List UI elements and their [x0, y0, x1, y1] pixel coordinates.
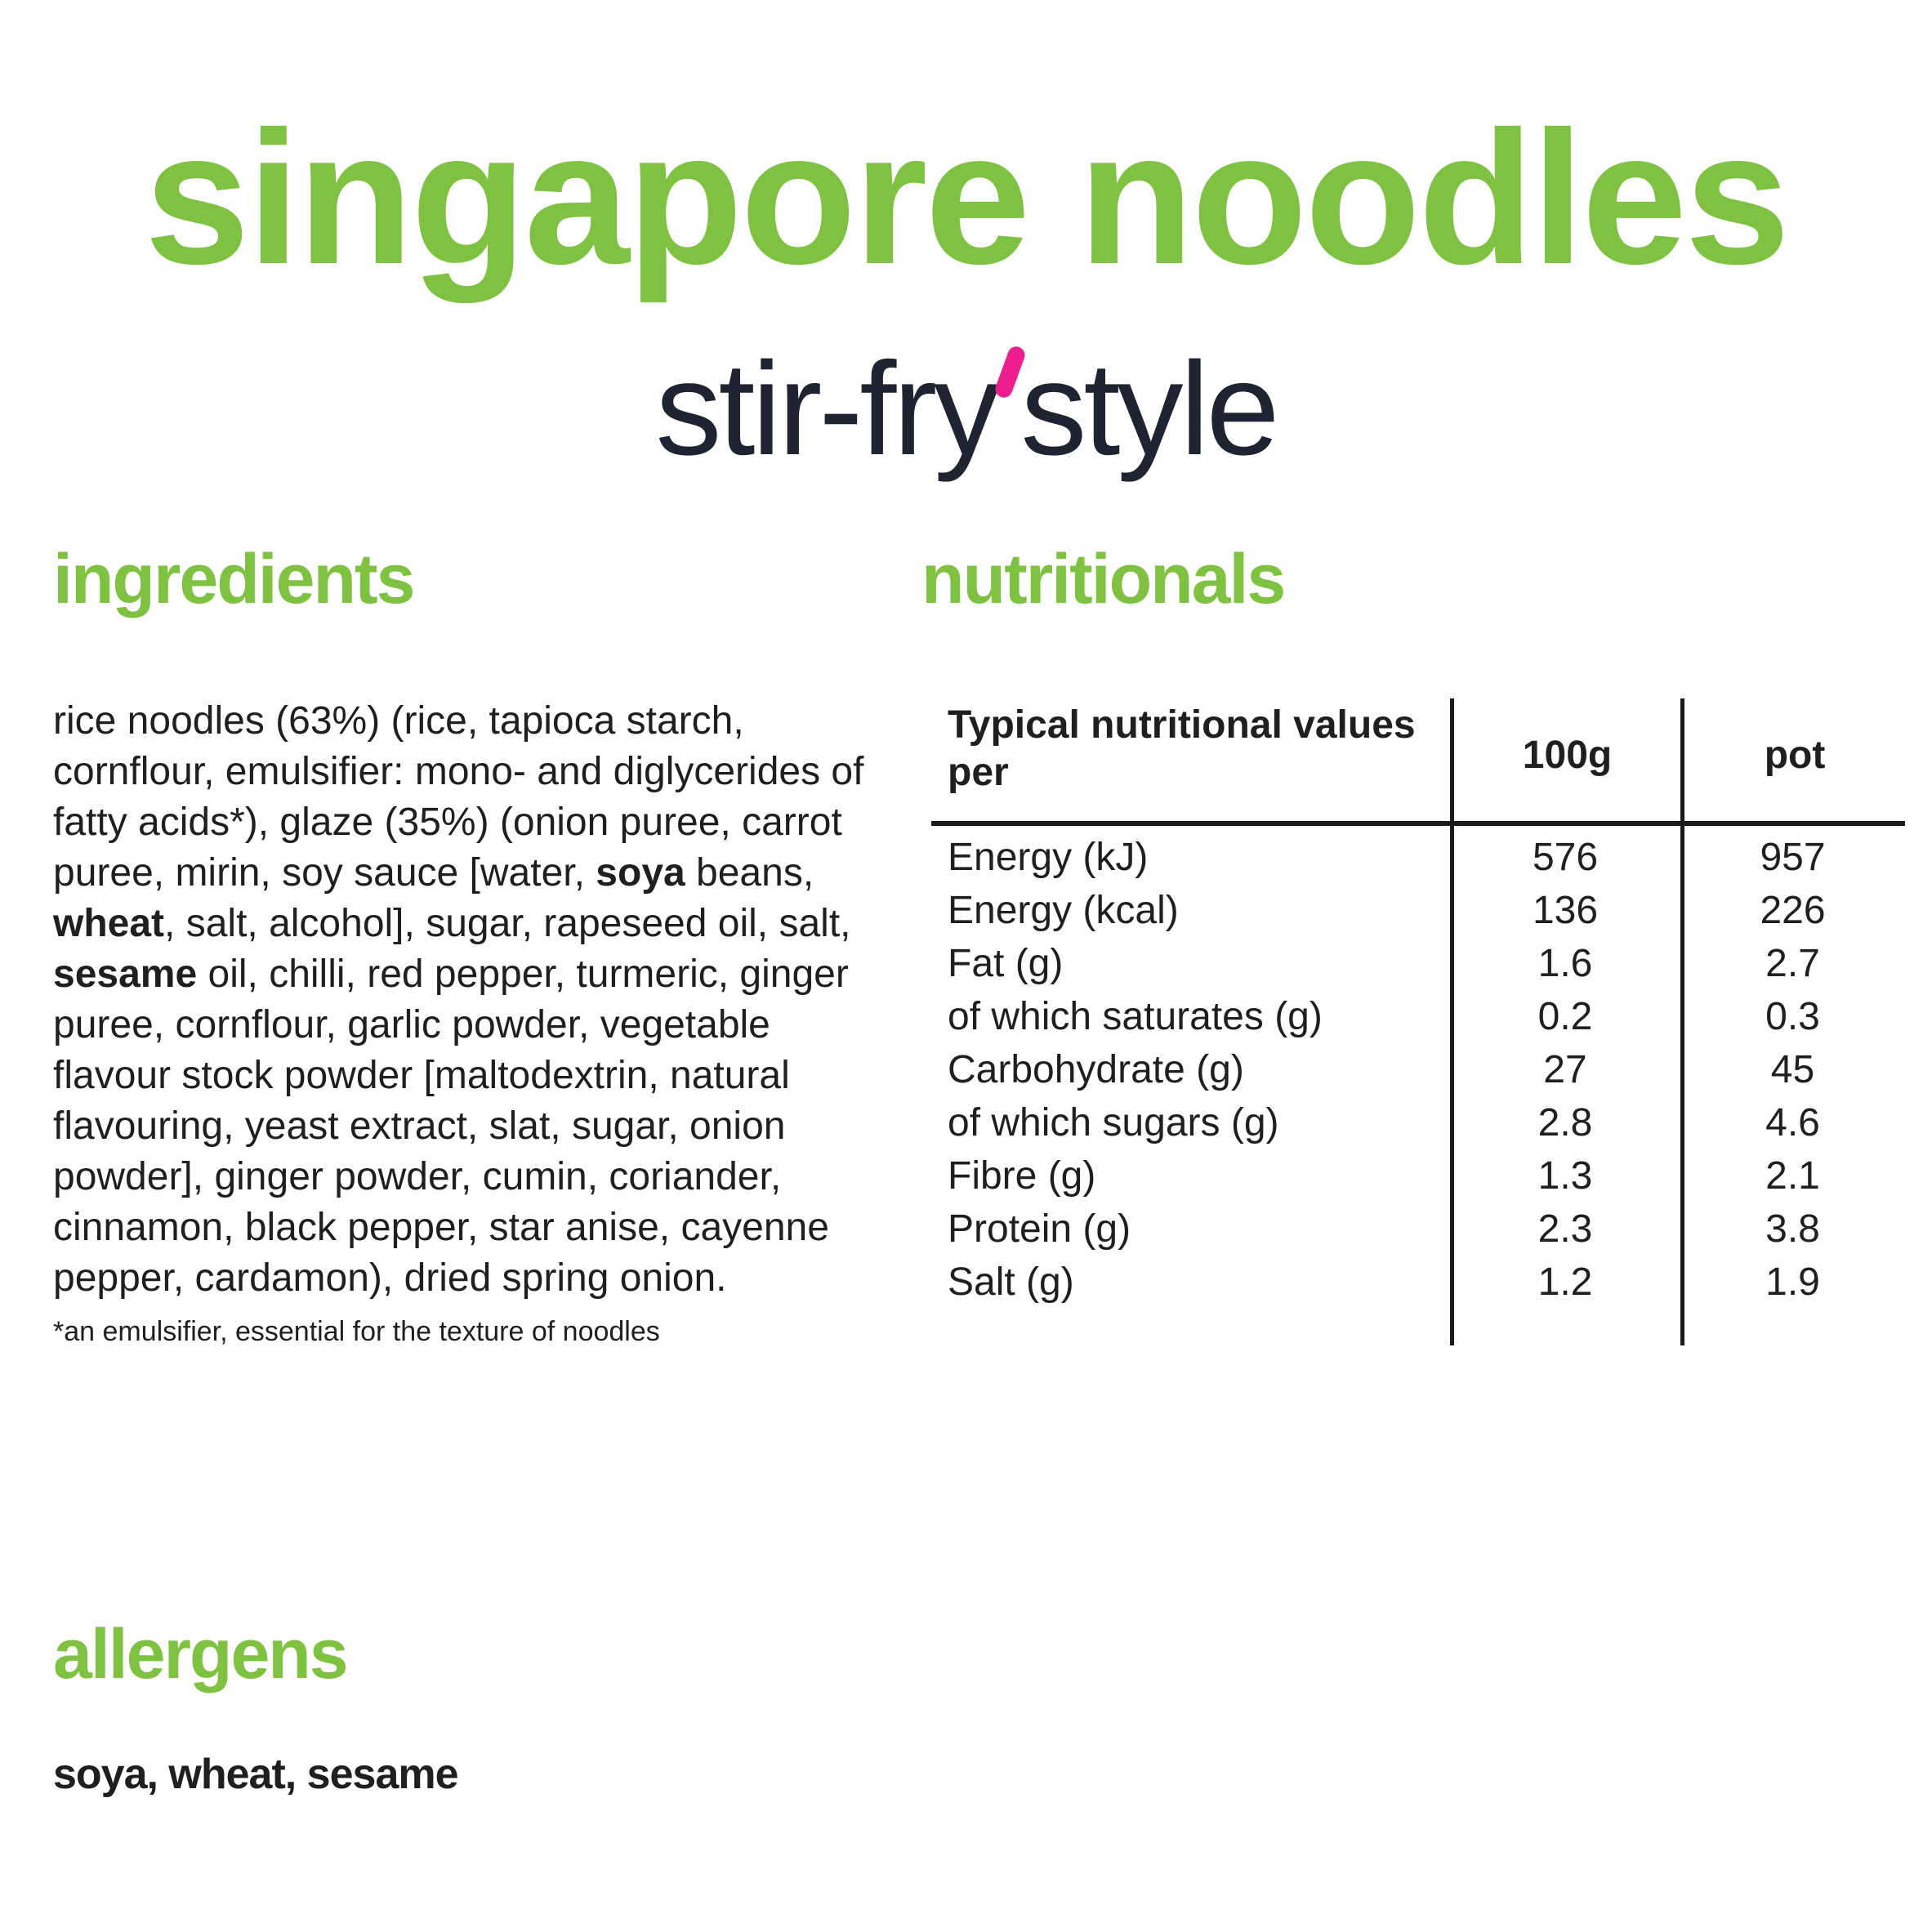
table-row: of which sugars (g) 2.8 4.6 — [931, 1096, 1905, 1149]
table-header-row: Typical nutritional values per 100g pot — [931, 698, 1905, 821]
nutritionals-table: Typical nutritional values per 100g pot … — [931, 698, 1905, 1345]
subtitle-text-before: stir-fry — [655, 335, 1000, 483]
value-100g: 576 — [1532, 836, 1599, 879]
table-row: Salt (g) 1.2 1.9 — [931, 1256, 1905, 1309]
table-row: Energy (kJ) 576 957 — [931, 831, 1905, 884]
value-100g: 0.2 — [1537, 995, 1593, 1038]
nutrient-label: Fibre (g) — [948, 1154, 1096, 1198]
table-body: Energy (kJ) 576 957 Energy (kcal) 136 226 Fat … — [931, 831, 1905, 1309]
product-subtitle: stir-fry style — [0, 333, 1932, 485]
table-row: Protein (g) 2.3 3.8 — [931, 1202, 1905, 1256]
allergen-emphasis: soya — [596, 851, 685, 895]
table-row: Energy (kcal) 136 226 — [931, 884, 1905, 937]
nutrient-label: Protein (g) — [948, 1207, 1131, 1251]
allergen-emphasis: sesame — [53, 953, 198, 996]
nutrient-label: Salt (g) — [948, 1260, 1074, 1304]
table-header-label: Typical nutritional values per — [948, 703, 1416, 794]
nutrient-label: of which saturates (g) — [948, 995, 1323, 1038]
value-pot: 0.3 — [1765, 995, 1820, 1038]
value-pot: 2.1 — [1765, 1154, 1820, 1198]
product-title: singapore noodles — [144, 92, 1791, 304]
nutritionals-heading: nutritionals — [921, 540, 1286, 618]
ingredient-segment: , salt, alcohol], sugar, rapeseed oil, s… — [164, 902, 851, 945]
column-divider-100g — [1450, 698, 1454, 1345]
allergen-emphasis: wheat — [53, 902, 165, 945]
ingredient-segment: beans, — [685, 851, 814, 895]
allergens-list: soya, wheat, sesame — [53, 1751, 459, 1798]
value-pot: 226 — [1760, 889, 1826, 932]
ingredients-text: rice noodles (63%) (rice, tapioca starch… — [53, 696, 886, 1304]
ingredient-segment: oil, chilli, red pepper, turmeric, ginge… — [53, 953, 849, 1300]
table-row: Carbohydrate (g) 27 45 — [931, 1043, 1905, 1096]
ingredient-segment: rice noodles (63%) (rice, tapioca starch… — [53, 699, 864, 895]
value-100g: 27 — [1543, 1048, 1587, 1091]
ingredients-section: rice noodles (63%) (rice, tapioca starch… — [53, 696, 886, 1348]
nutrient-label: Carbohydrate (g) — [948, 1048, 1244, 1091]
column-divider-pot — [1680, 698, 1684, 1345]
value-100g: 2.8 — [1537, 1101, 1593, 1144]
value-pot: 2.7 — [1765, 942, 1820, 985]
subtitle-text-after: style — [1020, 335, 1279, 483]
value-100g: 1.6 — [1537, 942, 1593, 985]
table-row: Fibre (g) 1.3 2.1 — [931, 1149, 1905, 1202]
allergens-heading: allergens — [53, 1615, 349, 1693]
nutrient-label: of which sugars (g) — [948, 1101, 1279, 1144]
column-header-100g: 100g — [1522, 734, 1613, 777]
value-pot: 45 — [1770, 1048, 1815, 1091]
table-row: Fat (g) 1.6 2.7 — [931, 937, 1905, 990]
value-100g: 136 — [1532, 889, 1599, 932]
table-row: of which saturates (g) 0.2 0.3 — [931, 990, 1905, 1043]
value-100g: 1.2 — [1537, 1260, 1593, 1304]
value-pot: 3.8 — [1765, 1207, 1820, 1251]
ingredients-footnote: *an emulsifier, essential for the textur… — [53, 1316, 660, 1347]
nutrient-label: Energy (kJ) — [948, 836, 1149, 879]
ingredients-heading: ingredients — [53, 540, 416, 618]
value-pot: 4.6 — [1765, 1101, 1820, 1144]
column-header-pot: pot — [1764, 734, 1826, 777]
nutrient-label: Energy (kcal) — [948, 889, 1179, 932]
value-100g: 2.3 — [1537, 1207, 1593, 1251]
value-100g: 1.3 — [1537, 1154, 1593, 1198]
nutrient-label: Fat (g) — [948, 942, 1064, 985]
value-pot: 957 — [1760, 836, 1826, 879]
value-pot: 1.9 — [1765, 1260, 1820, 1304]
header-rule — [931, 821, 1905, 826]
